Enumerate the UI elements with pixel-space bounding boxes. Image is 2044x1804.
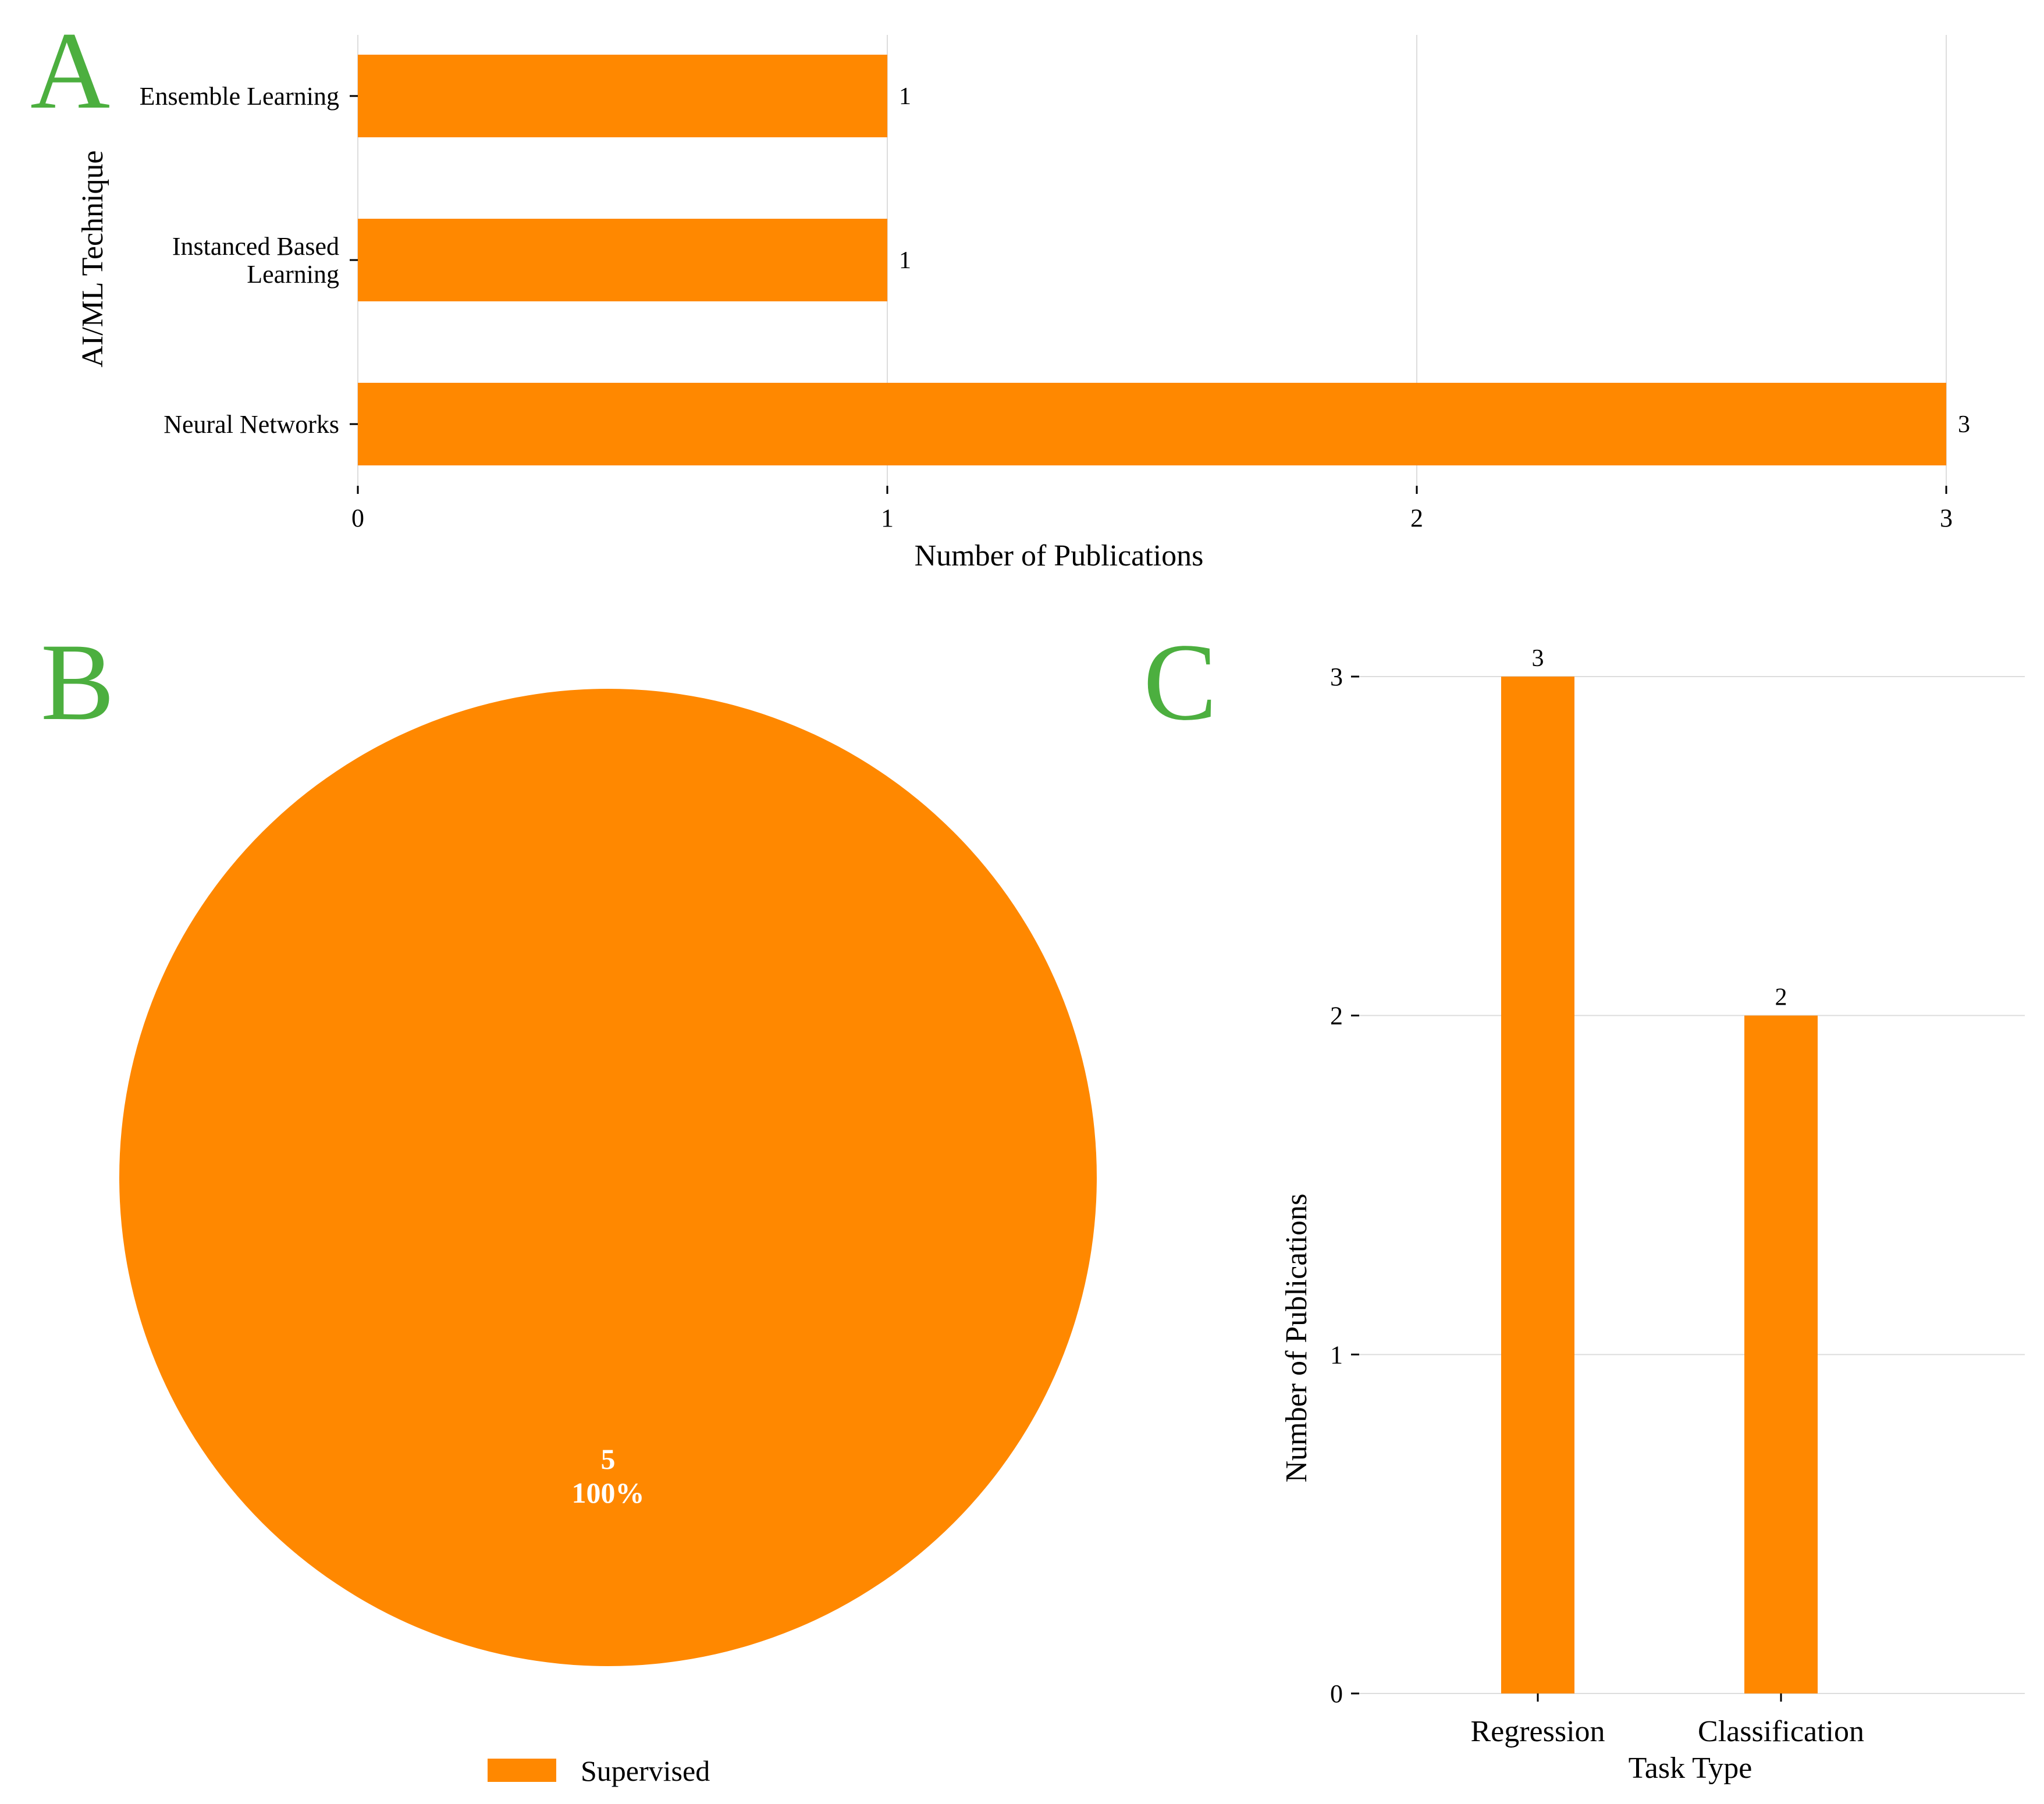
panel-a-bar: [358, 383, 1946, 465]
panel-b-slice-label: 100%: [572, 1476, 645, 1509]
panel-a-data-label: 1: [899, 83, 911, 110]
panel-c-category-label: Regression: [1470, 1715, 1605, 1748]
panel-a-bar: [358, 219, 887, 301]
panel-a-x-tick-label: 3: [1940, 504, 1953, 532]
panel-a-category-label: Learning: [247, 260, 339, 289]
panel-a-category-labels: Ensemble Learning Instanced BasedLearning…: [140, 82, 339, 439]
panel-c-data-label: 3: [1532, 645, 1544, 672]
panel-c-gridlines: [1359, 676, 2025, 1694]
panel-c-y-tick-label: 0: [1330, 1680, 1343, 1708]
panel-a-x-axis-title: Number of Publications: [915, 539, 1204, 572]
panel-c-y-tick-label: 2: [1330, 1002, 1343, 1030]
panel-c-category-labels: Regression Classification: [1470, 1715, 1864, 1748]
panel-a-category-label: Instanced Based: [172, 232, 339, 261]
panel-a-x-tick-label: 0: [351, 504, 364, 532]
panel-c-data-labels: 32: [1532, 645, 1787, 1011]
panel-c-y-axis-title: Number of Publications: [1280, 1194, 1313, 1483]
panel-b-slice: [119, 689, 1097, 1666]
panel-a-category-label: Ensemble Learning: [140, 82, 339, 111]
panel-letter-a: A: [30, 10, 110, 132]
panel-a-y-axis-title: AI/ML Technique: [76, 150, 109, 367]
panel-letter-b: B: [41, 621, 115, 743]
panel-c-ticks: 0 1 2 3: [1330, 663, 1782, 1708]
panel-c-y-tick-label: 3: [1330, 663, 1343, 691]
panel-c-y-tick-label: 1: [1330, 1340, 1343, 1369]
panel-c-category-label: Classification: [1698, 1715, 1864, 1748]
panel-c-x-axis-title: Task Type: [1629, 1752, 1752, 1785]
panel-c-data-label: 2: [1775, 984, 1787, 1011]
panel-a-bar: [358, 55, 887, 137]
panel-c-bar: [1501, 677, 1574, 1693]
panel-a-data-label: 1: [899, 247, 911, 274]
panel-b-slices: [119, 689, 1097, 1666]
panel-b-legend-label: Supervised: [581, 1755, 710, 1787]
panel-letter-c: C: [1143, 621, 1217, 743]
panel-b-legend-swatch: [488, 1759, 556, 1782]
panel-a-bars: [358, 55, 1946, 465]
panel-b-legend: Supervised: [488, 1755, 710, 1787]
panel-a-ticks: 0 1 2 3: [350, 95, 1953, 532]
panel-a-category-label: Neural Networks: [163, 410, 339, 439]
panel-c-bar: [1744, 1015, 1818, 1693]
panel-a-x-tick-label: 2: [1410, 504, 1423, 532]
panel-a-x-tick-label: 1: [881, 504, 894, 532]
panel-b-slice-label: 5: [601, 1443, 616, 1475]
panel-a-data-label: 3: [1958, 411, 1970, 438]
panel-a-data-labels: 1 1 3: [899, 83, 1970, 438]
panel-c-bars: [1501, 677, 1818, 1693]
panel-a-bar-chart: A 0 1 2 3 Ensemble Learning Instanced BasedL…: [30, 10, 1970, 572]
